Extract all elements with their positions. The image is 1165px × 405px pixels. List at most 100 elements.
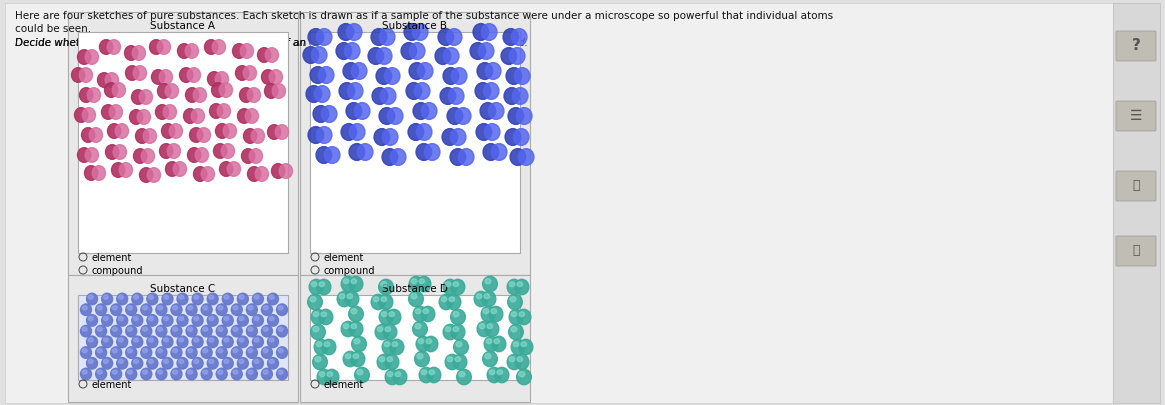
Ellipse shape — [112, 163, 125, 178]
Ellipse shape — [119, 359, 123, 364]
Ellipse shape — [148, 295, 154, 299]
Ellipse shape — [125, 47, 137, 61]
Ellipse shape — [381, 297, 387, 302]
Ellipse shape — [217, 304, 227, 316]
Ellipse shape — [306, 86, 322, 103]
Ellipse shape — [171, 326, 182, 337]
Ellipse shape — [78, 51, 91, 65]
Ellipse shape — [238, 294, 248, 305]
Ellipse shape — [384, 68, 400, 85]
Ellipse shape — [116, 315, 128, 326]
Ellipse shape — [507, 279, 521, 295]
Ellipse shape — [185, 45, 198, 59]
Ellipse shape — [451, 129, 466, 146]
Ellipse shape — [347, 83, 363, 100]
Ellipse shape — [178, 359, 184, 364]
Ellipse shape — [344, 352, 358, 367]
Ellipse shape — [501, 49, 516, 65]
Ellipse shape — [246, 347, 257, 358]
Ellipse shape — [451, 324, 465, 340]
Ellipse shape — [442, 129, 458, 146]
Ellipse shape — [257, 49, 270, 63]
Ellipse shape — [162, 124, 175, 139]
Ellipse shape — [507, 354, 521, 370]
Ellipse shape — [188, 327, 192, 331]
Ellipse shape — [248, 306, 253, 310]
Ellipse shape — [224, 317, 228, 321]
Ellipse shape — [196, 148, 209, 163]
Ellipse shape — [162, 358, 172, 369]
Ellipse shape — [78, 148, 91, 163]
Ellipse shape — [447, 294, 461, 310]
Ellipse shape — [389, 312, 395, 317]
Ellipse shape — [372, 88, 388, 105]
Ellipse shape — [232, 368, 242, 380]
FancyBboxPatch shape — [1116, 172, 1156, 202]
Ellipse shape — [346, 103, 361, 120]
Ellipse shape — [134, 295, 139, 299]
Ellipse shape — [255, 167, 268, 182]
Ellipse shape — [379, 108, 395, 125]
Ellipse shape — [451, 309, 465, 325]
Ellipse shape — [142, 349, 148, 353]
Ellipse shape — [202, 326, 212, 337]
Ellipse shape — [490, 309, 496, 314]
Ellipse shape — [456, 342, 461, 347]
Ellipse shape — [217, 104, 231, 119]
Ellipse shape — [218, 349, 223, 353]
Ellipse shape — [407, 83, 422, 100]
Ellipse shape — [485, 337, 499, 352]
Ellipse shape — [83, 370, 87, 374]
Ellipse shape — [379, 279, 394, 295]
Ellipse shape — [354, 103, 370, 120]
Ellipse shape — [411, 279, 417, 284]
Ellipse shape — [381, 312, 387, 317]
Ellipse shape — [223, 358, 233, 369]
Ellipse shape — [509, 357, 515, 362]
Ellipse shape — [412, 25, 428, 41]
FancyBboxPatch shape — [78, 295, 288, 380]
Ellipse shape — [324, 342, 330, 347]
Ellipse shape — [80, 326, 92, 337]
Ellipse shape — [384, 327, 390, 332]
Ellipse shape — [350, 144, 365, 161]
Ellipse shape — [148, 359, 154, 364]
Ellipse shape — [479, 43, 494, 60]
Ellipse shape — [481, 25, 497, 41]
Ellipse shape — [177, 358, 188, 369]
Ellipse shape — [429, 370, 435, 375]
Ellipse shape — [414, 307, 428, 322]
Ellipse shape — [316, 342, 322, 347]
Ellipse shape — [202, 368, 212, 380]
Ellipse shape — [112, 370, 118, 374]
Ellipse shape — [190, 128, 203, 143]
Ellipse shape — [233, 349, 238, 353]
Ellipse shape — [177, 294, 188, 305]
Ellipse shape — [383, 324, 397, 340]
Ellipse shape — [80, 368, 92, 380]
Ellipse shape — [219, 83, 233, 98]
Ellipse shape — [188, 306, 192, 310]
Ellipse shape — [415, 83, 430, 100]
Ellipse shape — [218, 306, 223, 310]
Ellipse shape — [421, 307, 435, 322]
Ellipse shape — [509, 282, 515, 287]
Ellipse shape — [393, 369, 407, 385]
Text: ⭳: ⭳ — [1132, 244, 1139, 257]
Ellipse shape — [147, 294, 158, 305]
Ellipse shape — [445, 327, 451, 332]
Ellipse shape — [409, 43, 425, 60]
Ellipse shape — [380, 30, 395, 46]
Ellipse shape — [376, 68, 391, 85]
Ellipse shape — [90, 128, 103, 143]
Ellipse shape — [249, 149, 262, 164]
Ellipse shape — [116, 294, 128, 305]
Ellipse shape — [83, 349, 87, 353]
FancyBboxPatch shape — [1116, 32, 1156, 62]
Ellipse shape — [446, 30, 463, 46]
FancyBboxPatch shape — [310, 295, 520, 380]
Ellipse shape — [487, 367, 501, 383]
Ellipse shape — [197, 128, 211, 143]
Ellipse shape — [373, 297, 379, 302]
Ellipse shape — [322, 339, 336, 355]
